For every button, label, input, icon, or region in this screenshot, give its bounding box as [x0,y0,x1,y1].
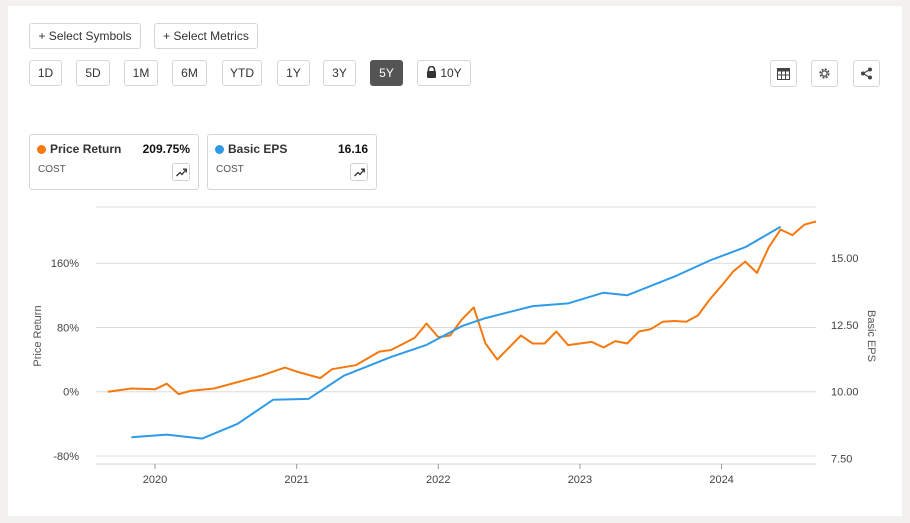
legend-card-basic-eps: Basic EPS 16.16 COST [207,134,377,190]
share-button[interactable] [853,60,880,87]
chart-grid [96,206,816,465]
x-tick-label: 2021 [284,474,308,486]
legend-ticker-basic-eps: COST [216,164,244,175]
settings-button[interactable] [811,60,838,87]
left-tick-label: 160% [51,258,79,270]
x-tick-label: 2023 [568,474,592,486]
gear-icon [819,68,830,79]
chart-series [107,220,817,440]
lock-icon [427,65,437,78]
legend-ticker-price-return: COST [38,164,66,175]
range-button-1y[interactable]: 1Y [277,60,310,86]
x-tick-label: 2024 [709,474,733,486]
series-line-price-return [107,220,817,396]
left-axis-title: Price Return [32,305,44,366]
share-icon [861,67,872,80]
line-chart: 2020 2021 2022 2023 2024 -80% 0% 80% 160% 7.50 1… [32,206,877,486]
range-button-1d[interactable]: 1D [29,60,62,86]
legend-name-price-return: Price Return [50,142,122,156]
legend-dot-basic-eps [215,145,224,154]
range-button-ytd[interactable]: YTD [222,60,262,86]
right-tick-label: 12.50 [831,320,859,332]
range-label-10y: 10Y [440,66,462,80]
legend-card-price-return: Price Return 209.75% COST [29,134,199,190]
legend-value-price-return: 209.75% [142,142,190,156]
select-metrics-button[interactable]: + Select Metrics [154,23,258,49]
range-button-3y[interactable]: 3Y [323,60,356,86]
right-tick-label: 15.00 [831,253,859,265]
range-button-5d[interactable]: 5D [76,60,110,86]
table-icon [777,67,790,80]
x-tick-label: 2020 [143,474,167,486]
table-view-button[interactable] [770,60,797,87]
left-tick-label: 0% [63,387,79,399]
x-tick-label: 2022 [426,474,450,486]
trend-button-price-return[interactable] [172,163,190,181]
right-tick-label: 10.00 [831,387,859,399]
range-button-6m[interactable]: 6M [172,60,207,86]
series-line-basic-eps [131,225,782,440]
chart-card: + Select Symbols + Select Metrics 1D 5D … [8,6,902,516]
range-button-5y[interactable]: 5Y [370,60,403,86]
trend-icon [353,168,365,176]
x-axis: 2020 2021 2022 2023 2024 [143,464,734,486]
left-tick-label: -80% [53,451,79,463]
range-button-1m[interactable]: 1M [124,60,158,86]
select-symbols-button[interactable]: + Select Symbols [29,23,141,49]
right-axis-title: Basic EPS [865,310,877,362]
right-tick-label: 7.50 [831,454,852,466]
right-y-axis: 7.50 10.00 12.50 15.00 [831,253,859,466]
range-button-10y[interactable]: 10Y [417,60,471,86]
left-tick-label: 80% [57,322,79,334]
legend-value-basic-eps: 16.16 [337,142,368,156]
left-y-axis: -80% 0% 80% 160% [51,258,79,463]
legend-dot-price-return [37,145,46,154]
trend-icon [175,168,187,176]
legend-name-basic-eps: Basic EPS [228,142,288,156]
trend-button-basic-eps[interactable] [350,163,368,181]
